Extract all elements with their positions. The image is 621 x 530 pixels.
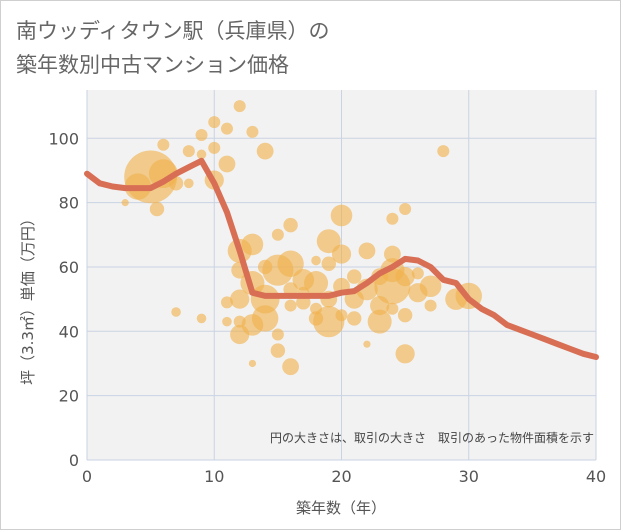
axis-ticks: 0 10 20 30 40 0 20 40 60 80 100 [48,129,606,486]
y-tick-label: 0 [69,451,79,470]
bubble [241,233,264,256]
bubble [168,176,184,191]
y-axis-label: 坪（3.3㎡）単価（万円） [19,211,37,385]
bubble [424,299,437,312]
bubble [321,256,336,271]
bubble [395,344,415,364]
bubble [411,267,424,280]
bubbles [121,100,482,376]
y-tick-label: 60 [59,258,79,277]
bubble [222,316,232,327]
bubble [184,178,194,189]
x-tick-label: 10 [204,467,224,486]
bubble [230,289,250,309]
bubble [347,311,362,326]
bubble [196,149,207,160]
bubble [283,217,298,233]
bubble [233,315,246,328]
bubble [419,275,442,298]
x-tick-label: 20 [331,467,351,486]
bubble [310,302,323,315]
bubble [246,125,259,138]
bubble [316,229,341,254]
bubble [335,309,348,322]
bubble [195,129,208,142]
bubble [256,142,274,160]
bubble [384,245,401,263]
bubble [284,299,297,312]
bubble [271,328,284,341]
bubble [171,307,181,317]
bubble [271,228,284,241]
x-tick-label: 30 [459,467,479,486]
bubble [386,212,399,225]
bubble [230,324,250,345]
bubble [330,204,353,227]
bubble [157,138,170,151]
bubble [282,358,299,376]
bubble [399,203,412,216]
y-tick-label: 20 [59,387,79,406]
bubble [395,267,415,287]
x-tick-label: 40 [586,467,606,486]
bubble [270,343,286,358]
y-tick-label: 100 [48,129,79,148]
bubble [386,302,399,315]
bubble [208,116,221,129]
y-tick-label: 40 [59,322,79,341]
bubble [363,340,371,348]
chart-title: 南ウッディタウン駅（兵庫県）の 築年数別中古マンション価格 [16,19,330,77]
bubble [257,259,273,275]
bubble [358,242,376,260]
bubble [248,359,257,368]
bubble [367,309,392,334]
chart-note: 円の大きさは、取引の大きさ 取引のあった物件面積を示す [270,430,594,445]
bubble [437,145,450,158]
bubble [277,250,304,277]
bubble [331,244,352,264]
bubble [397,308,413,323]
bubble [196,313,207,324]
x-axis-label: 築年数（年） [296,499,386,517]
bubble [347,269,362,284]
bubble [218,155,236,173]
bubble [208,141,221,154]
bubble [233,100,246,113]
bubble [121,199,129,207]
bubble [220,296,233,309]
y-tick-label: 80 [59,194,79,213]
bubble [220,122,233,135]
gridlines [86,90,597,461]
x-tick-label: 0 [82,467,92,486]
bubble [182,145,195,158]
bubble [304,271,329,296]
bubble [149,201,165,217]
bubble [311,255,321,266]
trend-line [84,157,599,360]
